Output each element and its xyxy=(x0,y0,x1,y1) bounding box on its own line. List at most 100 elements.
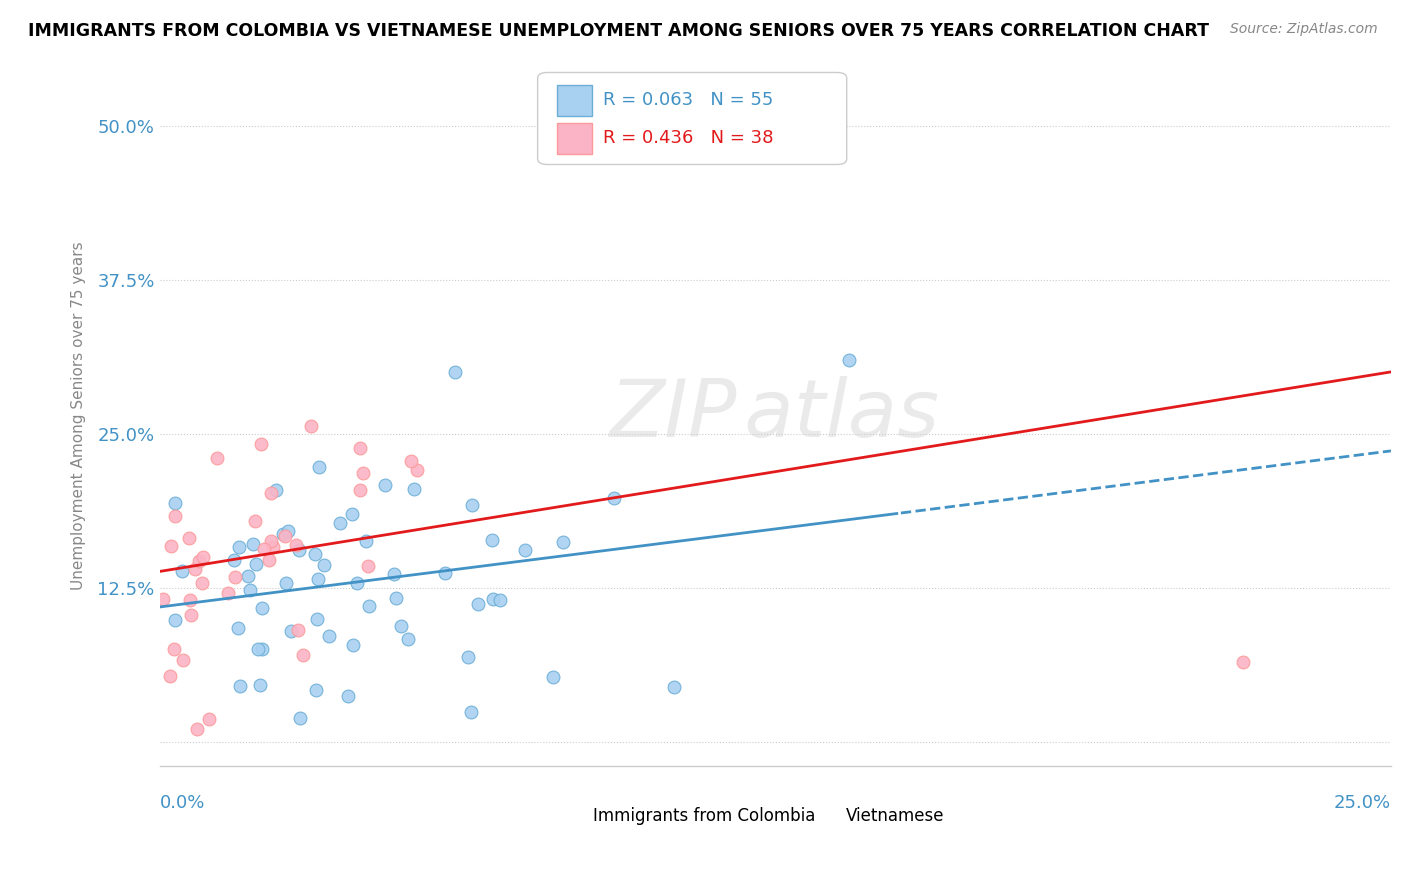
Point xyxy=(318,630,340,644)
Point xyxy=(260,534,283,549)
Bar xyxy=(800,802,837,830)
Point xyxy=(152,591,174,606)
Point xyxy=(481,533,503,547)
Text: IMMIGRANTS FROM COLOMBIA VS VIETNAMESE UNEMPLOYMENT AMONG SENIORS OVER 75 YEARS : IMMIGRANTS FROM COLOMBIA VS VIETNAMESE U… xyxy=(28,22,1209,40)
Bar xyxy=(557,122,592,154)
Point xyxy=(405,462,427,476)
Point xyxy=(165,495,187,509)
Text: R = 0.063   N = 55: R = 0.063 N = 55 xyxy=(603,91,773,110)
Point xyxy=(349,483,371,497)
Point xyxy=(274,576,297,591)
Point xyxy=(172,653,194,667)
Point xyxy=(177,532,200,546)
Point xyxy=(461,498,484,512)
Point xyxy=(603,491,626,506)
Point xyxy=(245,514,267,528)
Point xyxy=(188,554,211,568)
Point xyxy=(191,576,214,591)
Point xyxy=(402,482,425,496)
Point xyxy=(260,485,283,500)
Point xyxy=(172,565,194,579)
Point xyxy=(180,607,202,622)
Point xyxy=(253,541,276,556)
Point xyxy=(391,619,413,633)
Point xyxy=(249,437,271,451)
Point xyxy=(288,543,311,558)
Point xyxy=(444,365,467,379)
Point xyxy=(228,540,250,554)
Point xyxy=(250,642,273,657)
Point xyxy=(284,538,307,552)
Point xyxy=(396,632,419,646)
Point xyxy=(482,592,505,607)
Point xyxy=(165,509,187,524)
Point xyxy=(340,507,363,521)
Point xyxy=(434,566,457,580)
Point xyxy=(308,460,330,475)
Point xyxy=(186,723,208,737)
Text: Source: ZipAtlas.com: Source: ZipAtlas.com xyxy=(1230,22,1378,37)
Point xyxy=(307,612,329,626)
Point xyxy=(288,711,311,725)
Point xyxy=(246,642,269,657)
Point xyxy=(299,419,322,434)
Point xyxy=(250,601,273,615)
Point xyxy=(257,553,280,567)
Point xyxy=(198,712,221,726)
Point xyxy=(467,598,489,612)
Text: 0.0%: 0.0% xyxy=(160,795,205,813)
FancyBboxPatch shape xyxy=(537,72,846,164)
Point xyxy=(374,477,396,491)
Point xyxy=(489,592,512,607)
Bar xyxy=(547,802,585,830)
Point xyxy=(226,621,249,635)
Point xyxy=(287,623,309,637)
Point xyxy=(356,533,378,548)
Point xyxy=(222,553,245,567)
Point xyxy=(346,576,368,591)
Point xyxy=(239,583,262,598)
Point xyxy=(356,559,378,574)
Point xyxy=(541,670,564,684)
Point xyxy=(307,572,329,586)
Point xyxy=(271,527,294,541)
Point xyxy=(165,614,187,628)
Point xyxy=(262,540,284,554)
Point xyxy=(329,516,352,530)
Point xyxy=(357,599,380,613)
Point xyxy=(229,679,252,693)
Point xyxy=(163,642,186,657)
Point xyxy=(1232,655,1254,669)
Point xyxy=(551,535,574,549)
Text: Vietnamese: Vietnamese xyxy=(845,806,943,824)
Point xyxy=(352,466,374,480)
Point xyxy=(280,624,302,639)
Text: ZIP atlas: ZIP atlas xyxy=(610,376,941,454)
Text: 25.0%: 25.0% xyxy=(1334,795,1391,813)
Point xyxy=(460,705,482,719)
Point xyxy=(349,441,371,455)
Point xyxy=(249,678,271,692)
Point xyxy=(160,539,183,553)
Point xyxy=(291,648,314,663)
Point xyxy=(838,352,860,367)
Text: R = 0.436   N = 38: R = 0.436 N = 38 xyxy=(603,129,773,147)
Point xyxy=(342,638,364,652)
Point xyxy=(457,649,479,664)
Point xyxy=(385,591,408,605)
Point xyxy=(662,680,685,694)
Text: Immigrants from Colombia: Immigrants from Colombia xyxy=(593,806,815,824)
Point xyxy=(264,483,287,497)
Point xyxy=(274,529,297,543)
Point xyxy=(304,547,326,561)
Point xyxy=(513,543,536,558)
Point xyxy=(205,451,228,466)
Point xyxy=(382,566,405,581)
Point xyxy=(224,569,246,583)
Point xyxy=(399,454,422,468)
Point xyxy=(336,689,359,703)
Bar xyxy=(557,85,592,116)
Point xyxy=(242,537,264,551)
Point xyxy=(179,593,201,607)
Point xyxy=(312,558,335,573)
